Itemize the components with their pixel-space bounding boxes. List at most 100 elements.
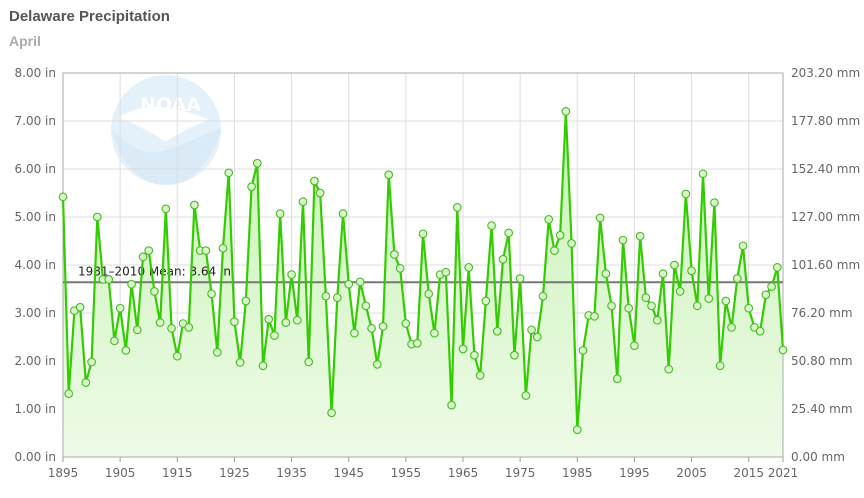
data-point bbox=[504, 228, 514, 238]
data-point bbox=[698, 169, 708, 179]
data-point bbox=[487, 221, 496, 230]
data-point bbox=[458, 344, 468, 354]
data-point bbox=[372, 360, 382, 369]
data-point bbox=[538, 291, 548, 301]
data-point bbox=[567, 239, 576, 248]
data-point bbox=[384, 170, 394, 180]
chart-subtitle: April bbox=[9, 33, 41, 49]
data-point bbox=[110, 336, 119, 346]
data-point bbox=[670, 260, 679, 270]
y-left-tick-label: 7.00 in bbox=[15, 114, 56, 128]
data-point bbox=[332, 293, 342, 302]
data-point bbox=[87, 357, 96, 367]
data-point bbox=[715, 361, 725, 371]
x-tick-label: 1945 bbox=[333, 466, 364, 480]
noaa-logo-icon: NOAA bbox=[111, 75, 221, 185]
data-point bbox=[572, 425, 582, 434]
data-point bbox=[612, 374, 622, 384]
x-tick-label: 1955 bbox=[391, 466, 422, 480]
data-point bbox=[230, 317, 239, 326]
data-point bbox=[647, 301, 656, 311]
data-point bbox=[607, 301, 616, 311]
data-point bbox=[350, 328, 359, 338]
data-point bbox=[224, 168, 234, 178]
data-point bbox=[532, 332, 542, 342]
x-tick-label: 2005 bbox=[676, 466, 707, 480]
y-right-tick-label: 25.40 mm bbox=[791, 402, 853, 416]
plot-frame bbox=[62, 72, 784, 458]
y-left-tick-label: 8.00 in bbox=[15, 66, 56, 80]
data-point bbox=[738, 241, 748, 251]
y-left-tick-label: 5.00 in bbox=[15, 210, 56, 224]
data-point bbox=[281, 318, 291, 327]
data-point bbox=[481, 296, 491, 306]
noaa-logo-text: NOAA bbox=[140, 94, 201, 116]
data-point bbox=[595, 213, 605, 223]
data-point bbox=[258, 361, 268, 371]
data-point bbox=[75, 302, 85, 312]
data-point bbox=[744, 303, 754, 313]
data-point bbox=[418, 229, 428, 239]
data-point bbox=[355, 277, 365, 287]
data-point bbox=[658, 269, 668, 278]
data-point bbox=[315, 188, 325, 198]
y-right-tick-label: 177.80 mm bbox=[791, 114, 860, 128]
data-point bbox=[755, 326, 765, 336]
data-point bbox=[264, 314, 274, 324]
data-point bbox=[527, 325, 536, 335]
data-point bbox=[767, 282, 776, 291]
y-left-tick-label: 3.00 in bbox=[15, 306, 56, 320]
y-right-tick-label: 76.20 mm bbox=[791, 306, 853, 320]
data-point bbox=[275, 209, 285, 218]
data-point bbox=[127, 279, 136, 289]
data-point bbox=[138, 252, 148, 262]
x-tick-label: 1995 bbox=[619, 466, 650, 480]
data-point bbox=[692, 301, 702, 311]
data-point bbox=[635, 231, 645, 241]
x-tick-label: 1895 bbox=[48, 466, 79, 480]
y-right-tick-label: 101.60 mm bbox=[791, 258, 860, 272]
data-point bbox=[270, 331, 279, 340]
data-point bbox=[304, 357, 314, 367]
chart-title: Delaware Precipitation bbox=[9, 8, 170, 25]
data-point bbox=[550, 246, 559, 255]
data-point bbox=[327, 408, 336, 418]
data-point bbox=[252, 158, 262, 168]
y-right-tick-label: 127.00 mm bbox=[791, 210, 860, 224]
y-left-tick-label: 6.00 in bbox=[15, 162, 56, 176]
data-point bbox=[721, 296, 731, 306]
data-point bbox=[287, 270, 296, 279]
data-point bbox=[675, 287, 685, 296]
x-tick-label: 2021 bbox=[768, 466, 799, 480]
data-point bbox=[578, 346, 588, 355]
data-point bbox=[441, 267, 451, 277]
data-point bbox=[201, 246, 211, 255]
data-point bbox=[555, 230, 565, 240]
data-point bbox=[401, 319, 411, 328]
data-point bbox=[732, 274, 742, 283]
data-point bbox=[624, 303, 634, 313]
data-point bbox=[412, 338, 422, 348]
data-point bbox=[470, 350, 479, 360]
data-point bbox=[630, 341, 639, 350]
data-point bbox=[64, 389, 74, 398]
data-point bbox=[681, 189, 691, 199]
data-point bbox=[104, 275, 114, 284]
data-point bbox=[378, 322, 388, 331]
data-point bbox=[430, 328, 439, 338]
data-point bbox=[338, 209, 348, 218]
data-point bbox=[727, 323, 736, 332]
data-point bbox=[58, 192, 68, 202]
data-point bbox=[424, 289, 434, 299]
data-point bbox=[132, 325, 142, 335]
data-point bbox=[515, 274, 525, 283]
data-point bbox=[344, 279, 354, 289]
data-point bbox=[664, 364, 674, 374]
y-left-tick-label: 0.00 in bbox=[15, 450, 56, 464]
y-right-tick-label: 152.40 mm bbox=[791, 162, 860, 176]
data-point bbox=[492, 326, 502, 336]
data-point bbox=[652, 315, 662, 325]
data-point bbox=[155, 318, 165, 327]
data-point bbox=[321, 291, 331, 301]
